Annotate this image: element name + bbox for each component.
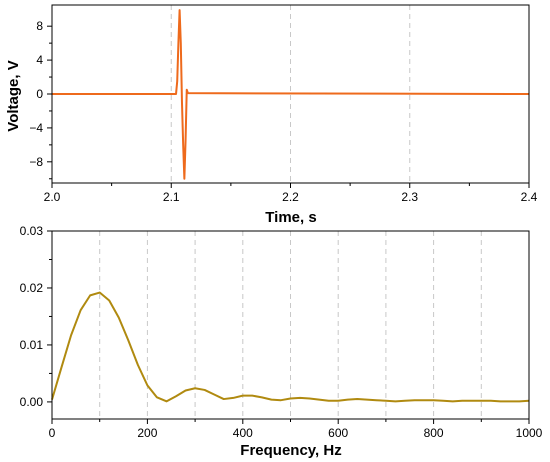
x-tick-label: 2.0 bbox=[44, 190, 61, 204]
y-tick-label: 4 bbox=[36, 53, 43, 67]
y-tick-label: −8 bbox=[29, 155, 43, 169]
x-tick-label: 2.2 bbox=[282, 190, 299, 204]
time-domain-panel: Voltage, V Time, s 2.0 2.1 2.2 2.3 2.4 8 4 0 −4 −… bbox=[5, 4, 538, 226]
y-tick-label: 8 bbox=[36, 19, 43, 33]
y-tick-label: 0.02 bbox=[20, 281, 44, 295]
series-line bbox=[52, 9, 530, 180]
series-line bbox=[51, 291, 530, 403]
x-tick-label: 2.4 bbox=[521, 190, 538, 204]
y-tick-label: 0.03 bbox=[20, 224, 44, 238]
x-tick-label: 2.3 bbox=[401, 190, 418, 204]
x-tick-label: 0 bbox=[49, 426, 56, 440]
x-tick-label: 2.1 bbox=[163, 190, 180, 204]
x-tick-label: 600 bbox=[328, 426, 348, 440]
x-tick-label: 800 bbox=[424, 426, 444, 440]
x-tick-label: 200 bbox=[137, 426, 157, 440]
y-tick-label: 0.01 bbox=[20, 338, 44, 352]
y-tick-label: 0 bbox=[36, 87, 43, 101]
x-tick-label: 400 bbox=[233, 426, 253, 440]
frequency-axis-label: Frequency, Hz bbox=[240, 442, 341, 459]
time-axis-label: Time, s bbox=[265, 209, 316, 226]
y-tick-label: −4 bbox=[29, 121, 43, 135]
y-tick-label: 0.00 bbox=[20, 395, 44, 409]
voltage-axis-label: Voltage, V bbox=[5, 60, 22, 131]
frequency-domain-panel: Frequency, Hz 0 200 400 600 800 1000 0.03 0.02 0… bbox=[20, 224, 543, 459]
x-tick-label: 1000 bbox=[516, 426, 543, 440]
